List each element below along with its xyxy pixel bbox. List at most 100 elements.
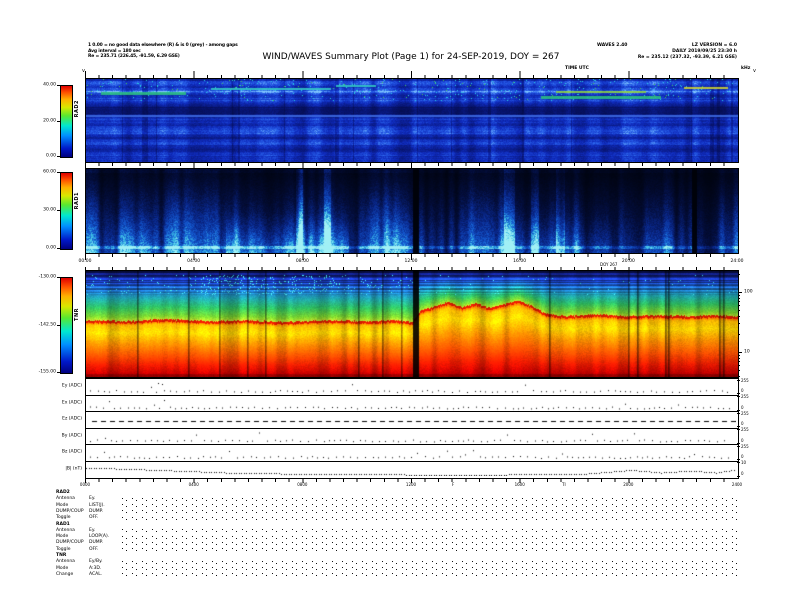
rad1-colorbar-tick: [57, 172, 60, 173]
status-dots: [122, 499, 737, 501]
tnr-right-tick-label: 100: [744, 289, 753, 295]
status-row-name: Mode: [56, 565, 69, 571]
line-panel-label: Ey (ADC): [61, 383, 82, 389]
status-group-title: RAD1: [56, 521, 70, 527]
header-info-right: DAILY 2019/09/25 23:30 h Re = 235.12 (23…: [638, 49, 737, 60]
time-tick-label: 08:00: [295, 259, 309, 264]
status-row-name: Toggle: [56, 546, 71, 552]
line-panel-tick: [737, 429, 740, 430]
line-panel-tick: [737, 393, 740, 394]
header-left-line1: 1 0.00 = no good data elsewhere (R) & is…: [88, 43, 238, 48]
status-row-name: Antenna: [56, 559, 75, 565]
line-panel-ymax-label: 10: [741, 460, 747, 465]
time-tick-label: 24:00: [730, 259, 744, 264]
time-tick-label: 00:00: [78, 259, 92, 264]
status-dots: [122, 510, 737, 512]
status-dot-trace: [122, 497, 737, 502]
line-panel-label: Ez (ADC): [62, 416, 82, 422]
major-ticks: [85, 163, 737, 168]
status-dots: [122, 560, 737, 562]
status-dot-trace: [122, 541, 737, 546]
software-version-label: WAVES 2.40: [597, 43, 628, 48]
line-panel-ymin-label: 0: [741, 454, 744, 460]
status-row-value: DUMP.: [89, 540, 104, 546]
rad2-colorbar-tick-label: 0.00: [45, 153, 56, 159]
line-panels-canvas: [86, 379, 736, 476]
mid-axis-ticks: [85, 163, 737, 168]
rad1-colorbar-tick-label: 30.00: [43, 207, 56, 213]
tnr-right-minor-tick: [738, 361, 740, 363]
time-tick-label: 12:00: [404, 259, 418, 264]
tnr-colorbar-tick: [57, 277, 60, 278]
rad1-panel-label: RAD1: [74, 192, 80, 210]
time-tick-label: 04:00: [187, 259, 201, 264]
bottom-tick-label: 1600: [514, 482, 525, 487]
status-dots: [122, 535, 737, 537]
status-dots: [122, 497, 737, 499]
minor-ticks: [85, 267, 737, 270]
bottom-tick-label: 0000: [79, 482, 91, 487]
line-panel-tick: [737, 445, 740, 447]
major-ticks: [85, 479, 737, 483]
tnr-right-minor-tick: [738, 294, 740, 296]
line-panel-tick: [737, 475, 740, 477]
status-dot-trace: [122, 528, 737, 533]
time-tick-label: 16:00: [513, 259, 527, 264]
line-panel-tick: [737, 459, 740, 460]
line-panel-tick: [737, 379, 740, 381]
rad2-colorbar-tick-label: 20.00: [43, 118, 56, 123]
lz-version-label: LZ VERSION = 6.0: [691, 43, 737, 48]
line-panel-label: |B| (nT): [65, 466, 82, 472]
tnr-top-axis-ticks: [85, 265, 737, 270]
status-dots: [122, 529, 737, 531]
tnr-right-minor-tick: [738, 305, 740, 307]
tnr-right-minor-tick: [738, 301, 740, 303]
line-panel-ymax-label: 255: [741, 410, 749, 416]
status-dot-trace: [122, 503, 737, 508]
bottom-tick-label: 0400: [188, 482, 199, 487]
status-dot-trace: [122, 509, 737, 514]
tnr-spectrogram-panel: [85, 270, 739, 378]
status-dots: [122, 575, 737, 577]
rad1-spectrogram-panel: [85, 168, 739, 254]
rad2-panel-label: RAD2: [74, 100, 80, 118]
bottom-tick-label: 0800: [297, 482, 308, 487]
line-panel-tick: [737, 396, 740, 397]
tnr-right-minor-tick: [738, 273, 740, 275]
tnr-right-minor-tick: [738, 365, 740, 367]
status-dots: [122, 573, 737, 575]
doy-label: DOY 267: [600, 262, 618, 267]
event-flag: F: [452, 482, 455, 487]
status-dots: [122, 562, 737, 564]
major-ticks: [85, 71, 737, 78]
processing-date-label: DAILY 2019/09/25 23:30 h: [672, 49, 737, 54]
line-panel-ymax-label: 255: [741, 443, 749, 449]
status-group-title: TNR: [56, 553, 67, 558]
rad2-colorbar-tick: [57, 120, 60, 122]
line-panel-label: Ex (ADC): [61, 400, 82, 406]
bottom-tick-label: 1200: [405, 482, 417, 487]
line-panel-ymax-label: 255: [741, 377, 749, 383]
tnr-right-minor-tick: [738, 357, 740, 359]
status-dot-trace: [122, 560, 737, 565]
status-dot-trace: [122, 547, 737, 552]
tnr-colorbar-tick-label: -130.00: [38, 274, 56, 280]
top-time-axis-ticks: [85, 71, 737, 78]
status-row-value: ACAL.: [89, 571, 103, 577]
status-row-value: LOOP(A).: [89, 534, 110, 540]
status-dots: [122, 543, 737, 545]
spacecraft-position-label: Re = 235.12 (237.32, -93.39, 6.21 GSE): [637, 54, 737, 60]
frequency-unit-label: kHz: [741, 66, 751, 71]
line-panel-ymin-label: 0: [741, 388, 744, 394]
tnr-right-minor-tick: [738, 297, 740, 299]
rad2-colorbar: [60, 85, 73, 158]
tnr-right-major-tick: [738, 352, 742, 353]
status-row-value: Ey/By.: [89, 559, 103, 565]
rad1-spectrogram-canvas: [86, 169, 738, 253]
status-row-name: Antenna: [56, 496, 75, 502]
line-panel-label: Bz (ADC): [61, 449, 82, 455]
status-dots: [122, 567, 737, 569]
page-title: WIND/WAVES Summary Plot (Page 1) for 24-…: [262, 52, 560, 62]
status-dots: [122, 512, 737, 514]
tnr-right-minor-tick: [738, 375, 740, 377]
